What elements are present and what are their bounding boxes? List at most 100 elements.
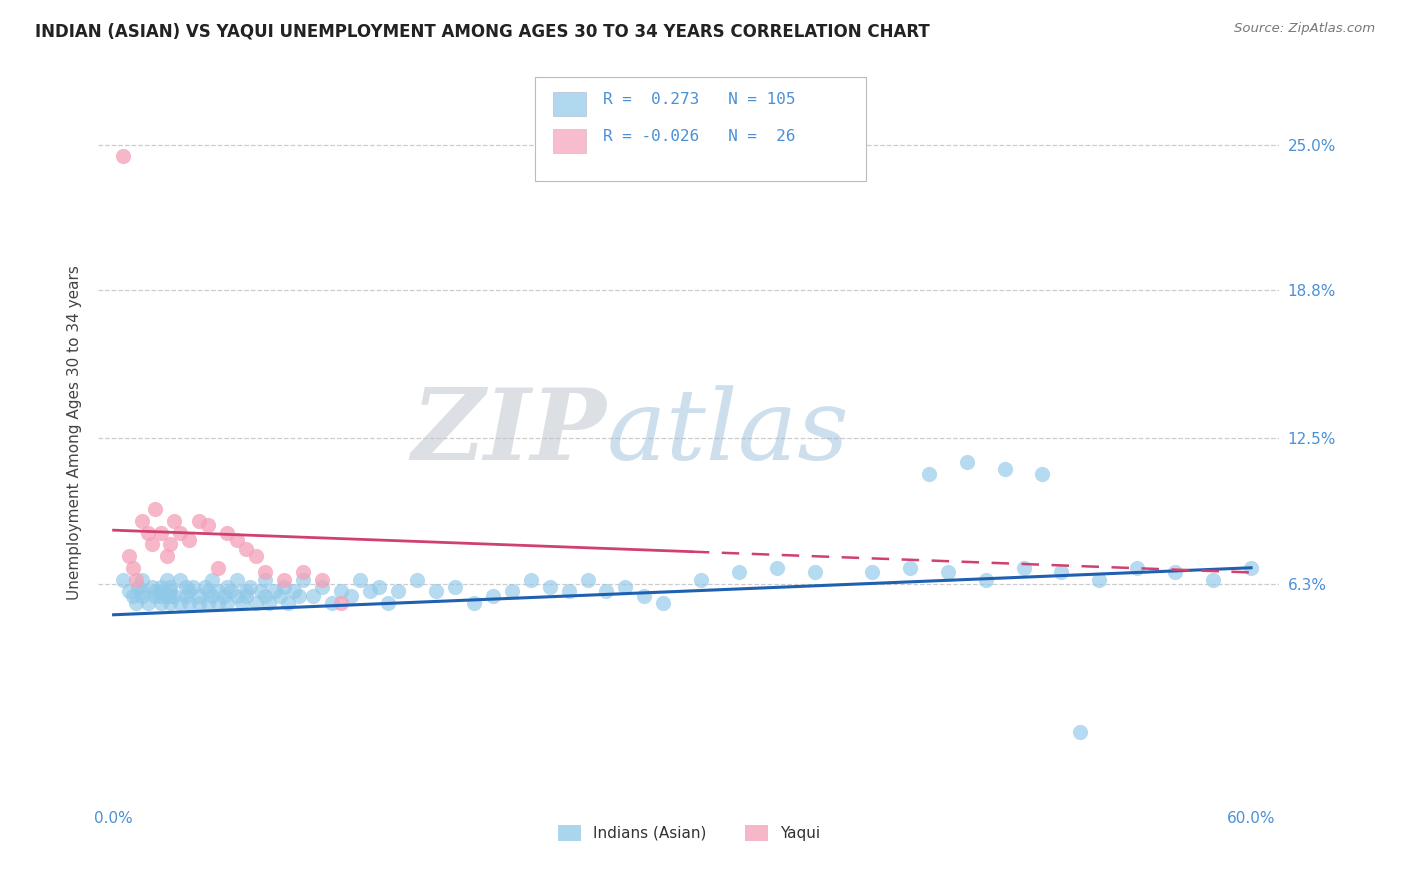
Point [1050,566,1073,580]
Point [245,549,267,563]
Point [263,584,285,599]
Point [217,596,239,610]
Point [112,573,135,587]
Point [217,525,239,540]
Point [595,584,617,599]
Text: R =  0.273   N = 105: R = 0.273 N = 105 [603,92,796,107]
Point [225,573,247,587]
Point [1164,566,1187,580]
Point [292,566,315,580]
Point [194,580,217,594]
Point [149,525,172,540]
Point [1012,561,1035,575]
Point [359,584,381,599]
Point [235,584,257,599]
Point [231,596,253,610]
Point [1069,725,1091,739]
Point [197,596,219,610]
Point [349,573,371,587]
Point [273,580,295,594]
Point [269,589,291,603]
Point [136,596,159,610]
Point [652,596,675,610]
Point [406,573,429,587]
Point [936,566,959,580]
Point [301,589,323,603]
Point [163,514,186,528]
Point [174,580,197,594]
Point [179,533,201,547]
Point [557,584,579,599]
Point [207,596,229,610]
Point [149,584,172,599]
Point [425,584,447,599]
Point [159,584,181,599]
Legend: Indians (Asian), Yaqui: Indians (Asian), Yaqui [551,819,827,847]
Point [169,573,191,587]
Point [169,596,191,610]
Point [141,580,163,594]
Point [217,580,239,594]
Point [254,573,277,587]
Point [201,589,224,603]
Text: ZIP: ZIP [412,384,606,481]
Text: atlas: atlas [606,385,849,480]
Point [273,573,295,587]
Point [156,589,179,603]
Point [330,584,353,599]
Point [219,584,242,599]
Point [368,580,391,594]
Point [207,584,229,599]
Point [187,589,209,603]
Point [728,566,751,580]
Point [149,589,172,603]
Point [156,573,179,587]
Point [387,584,409,599]
Point [1202,573,1225,587]
Point [212,589,235,603]
Point [163,589,186,603]
Point [576,573,599,587]
Point [197,584,219,599]
Point [179,584,201,599]
Text: R = -0.026   N =  26: R = -0.026 N = 26 [603,129,796,144]
Bar [553,129,586,153]
Point [1031,467,1053,481]
Point [156,549,179,563]
Point [288,589,311,603]
Point [804,566,827,580]
Point [1240,561,1263,575]
Point [277,596,299,610]
Point [463,596,485,610]
Point [143,584,166,599]
Point [235,541,257,556]
Point [143,589,166,603]
Point [956,455,979,469]
Point [149,580,172,594]
Point [377,596,399,610]
Point [159,537,181,551]
Point [159,596,181,610]
Point [974,573,997,587]
Point [257,596,280,610]
Point [538,580,561,594]
Point [121,589,143,603]
Point [254,566,277,580]
Point [187,514,209,528]
Text: INDIAN (ASIAN) VS YAQUI UNEMPLOYMENT AMONG AGES 30 TO 34 YEARS CORRELATION CHART: INDIAN (ASIAN) VS YAQUI UNEMPLOYMENT AMO… [35,22,929,40]
Point [339,589,361,603]
Point [159,580,181,594]
Point [860,566,883,580]
Point [501,584,523,599]
Point [143,502,166,516]
Point [481,589,503,603]
Point [131,584,153,599]
Point [225,589,247,603]
Point [690,573,713,587]
Y-axis label: Unemployment Among Ages 30 to 34 years: Unemployment Among Ages 30 to 34 years [66,265,82,600]
Point [112,149,135,163]
Point [1088,573,1111,587]
Point [330,596,353,610]
Point [197,518,219,533]
Point [118,549,141,563]
